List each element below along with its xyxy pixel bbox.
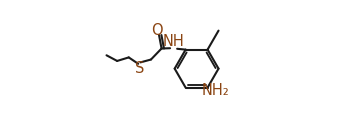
- Text: O: O: [151, 23, 162, 38]
- Text: NH₂: NH₂: [202, 83, 230, 98]
- Text: S: S: [135, 61, 144, 76]
- Text: NH: NH: [163, 34, 185, 49]
